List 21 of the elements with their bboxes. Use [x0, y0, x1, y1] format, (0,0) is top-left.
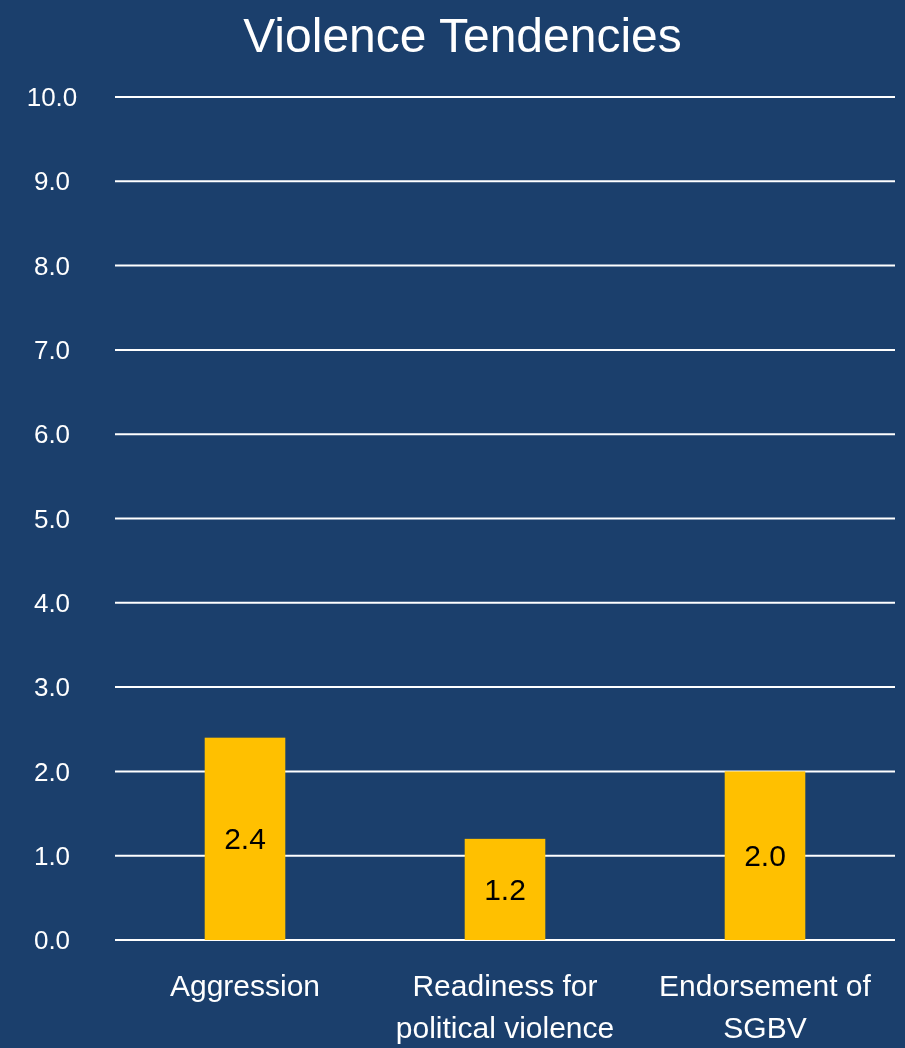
y-tick-label: 3.0	[33, 672, 71, 703]
y-tick-label: 7.0	[33, 335, 71, 365]
bar	[204, 737, 286, 940]
y-tick-label: 0.0	[33, 925, 71, 956]
y-tick-label: 5.0	[33, 503, 71, 534]
bar	[724, 771, 806, 940]
y-tick-label: 4.0	[33, 587, 71, 618]
chart-title: Violence Tendencies	[243, 9, 682, 62]
bar	[464, 838, 546, 940]
y-tick-label: 1.0	[33, 840, 71, 871]
y-tick-label: 6.0	[33, 419, 71, 450]
x-tick-label: Endorsement of SGBV	[659, 969, 872, 1044]
data-label: 2.0	[744, 839, 786, 873]
y-tick-label: 10.0	[26, 82, 78, 113]
data-label: 2.4	[224, 822, 266, 856]
x-tick-label: Aggression	[169, 969, 321, 1002]
data-label: 1.2	[484, 872, 526, 906]
y-tick-label: 9.0	[33, 166, 71, 197]
y-tick-label: 8.0	[33, 250, 71, 281]
y-tick-label: 2.0	[33, 756, 71, 787]
x-tick-label: Readiness for political violence	[395, 969, 615, 1044]
